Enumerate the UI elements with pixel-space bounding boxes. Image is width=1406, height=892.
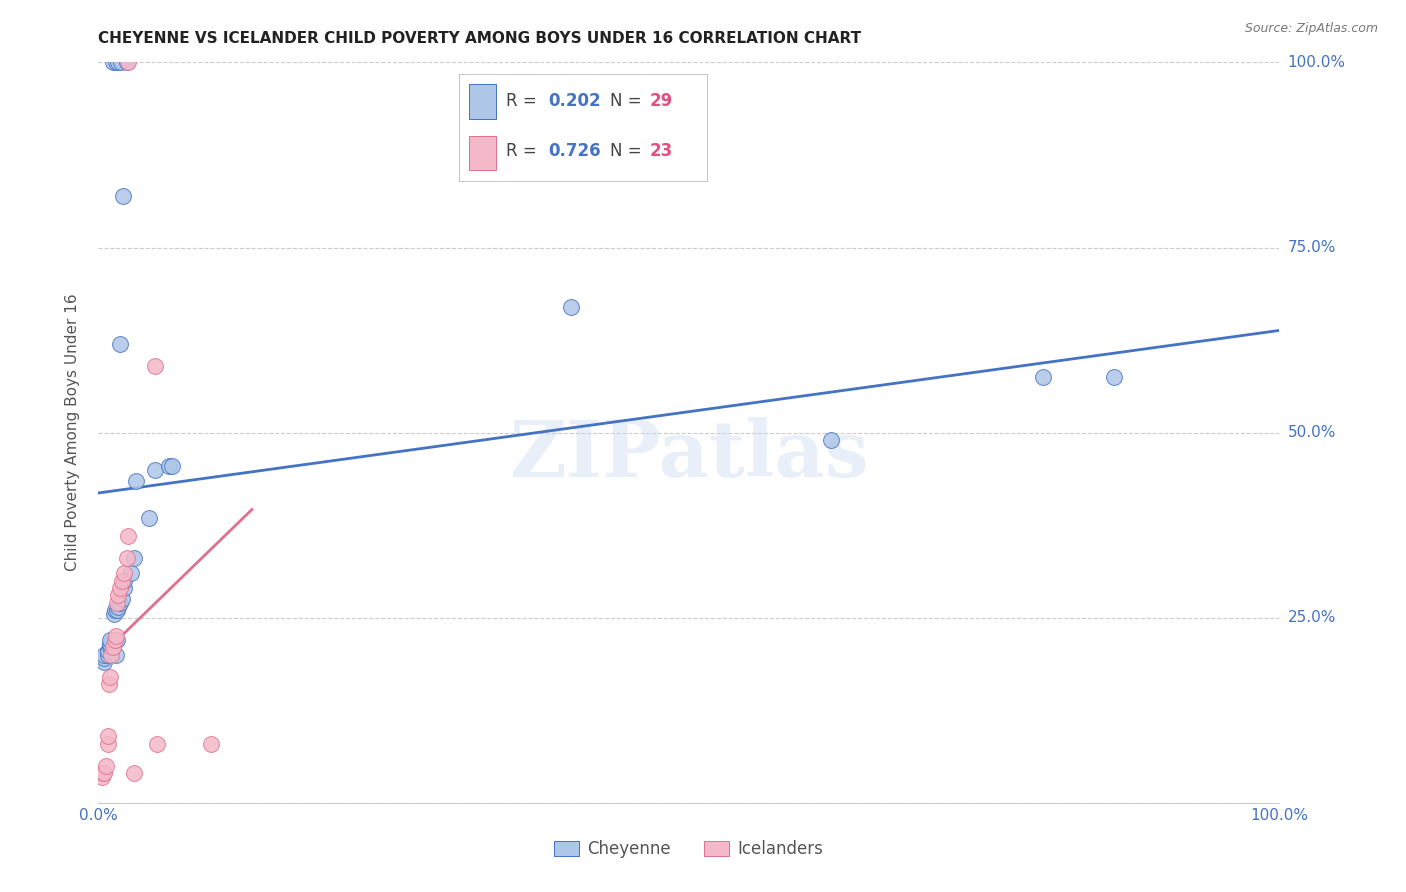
Y-axis label: Child Poverty Among Boys Under 16: Child Poverty Among Boys Under 16 [65,293,80,572]
Point [105,55,128,70]
Point [105,629,128,643]
Point [98,640,121,655]
Point [94,758,117,772]
Point [103,607,125,621]
Point [146,737,169,751]
Point [111,592,134,607]
Point [104,603,127,617]
Point [97,644,120,658]
Text: 100.0%: 100.0% [1288,55,1346,70]
Point [105,648,128,662]
Point [107,589,129,603]
Point [98,677,121,691]
Point [93,651,115,665]
Point [97,648,120,662]
Point [98,632,121,647]
Point [138,510,160,524]
Point [107,55,129,70]
Text: 50.0%: 50.0% [1288,425,1336,440]
Point [98,670,121,684]
Point [820,433,842,447]
Point [160,458,183,473]
Point [101,640,124,655]
Point [115,551,138,566]
Point [115,55,138,70]
Point [101,55,124,70]
Point [97,737,120,751]
Point [117,529,139,543]
Point [110,55,132,70]
Point [111,574,134,588]
Point [125,474,148,488]
Point [93,648,115,662]
Point [1032,370,1054,384]
Point [100,648,122,662]
Text: CHEYENNE VS ICELANDER CHILD POVERTY AMONG BOYS UNDER 16 CORRELATION CHART: CHEYENNE VS ICELANDER CHILD POVERTY AMON… [98,31,862,46]
Text: Source: ZipAtlas.com: Source: ZipAtlas.com [1244,22,1378,36]
Point [143,462,166,476]
Point [112,581,135,595]
Text: 75.0%: 75.0% [1288,240,1336,255]
Text: ZIPatlas: ZIPatlas [509,417,869,493]
Point [122,766,145,780]
Point [97,729,120,743]
Point [91,766,114,780]
Point [105,603,128,617]
Point [112,566,135,581]
Point [121,566,143,581]
Point [108,596,131,610]
Point [560,300,582,314]
Point [93,655,115,669]
Point [98,637,121,651]
Point [200,737,222,751]
Point [122,551,145,566]
Point [104,632,127,647]
Point [117,55,139,70]
Point [1102,370,1125,384]
Legend: Cheyenne, Icelanders: Cheyenne, Icelanders [547,833,831,865]
Point [112,188,135,202]
Point [107,599,129,614]
Point [108,581,131,595]
Text: 25.0%: 25.0% [1288,610,1336,625]
Point [143,359,166,373]
Point [112,574,135,588]
Point [105,632,128,647]
Point [157,458,180,473]
Point [105,596,128,610]
Point [93,766,115,780]
Point [91,770,114,784]
Point [108,336,131,351]
